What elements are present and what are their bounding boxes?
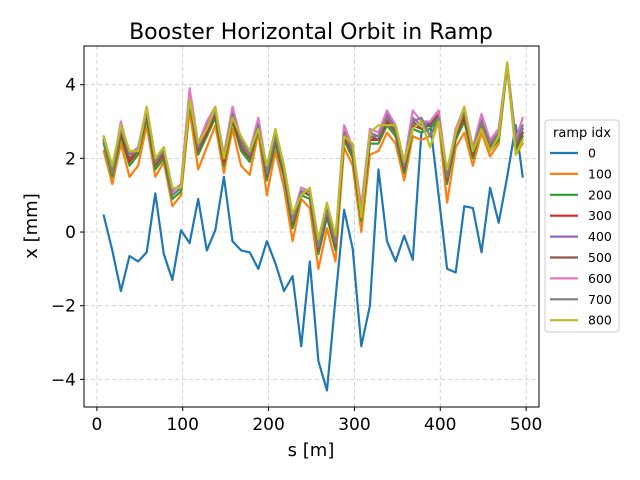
series-line-100 bbox=[102, 65, 524, 270]
legend-label-0: 0 bbox=[588, 146, 596, 161]
legend-label-500: 500 bbox=[588, 250, 612, 265]
y-tick-label: −2 bbox=[51, 297, 76, 317]
legend-label-800: 800 bbox=[588, 313, 612, 328]
series-line-800 bbox=[102, 61, 524, 241]
y-axis-label: x [mm] bbox=[21, 193, 42, 259]
legend-title: ramp idx bbox=[553, 126, 611, 141]
legend-label-300: 300 bbox=[588, 208, 612, 223]
series-line-0 bbox=[102, 120, 524, 392]
y-tick-label: 4 bbox=[65, 76, 76, 96]
legend: ramp idx 0 100 200 300 400 500 600 700 800 bbox=[544, 119, 620, 333]
legend-label-600: 600 bbox=[588, 271, 612, 286]
x-tick-label: 200 bbox=[252, 415, 284, 435]
x-tick-label: 300 bbox=[338, 415, 370, 435]
x-tick-label: 0 bbox=[91, 415, 102, 435]
legend-label-100: 100 bbox=[588, 166, 612, 181]
series-lines bbox=[102, 61, 524, 392]
x-axis-label: s [m] bbox=[288, 440, 335, 461]
legend-label-200: 200 bbox=[588, 187, 612, 202]
axes: 0 100 200 300 400 500 −4 −2 0 2 4 bbox=[51, 76, 542, 435]
y-tick-label: −4 bbox=[51, 370, 76, 390]
y-tick-label: 0 bbox=[65, 223, 76, 243]
x-tick-label: 100 bbox=[166, 415, 198, 435]
chart-title: Booster Horizontal Orbit in Ramp bbox=[129, 20, 493, 45]
legend-label-700: 700 bbox=[588, 292, 612, 307]
x-tick-label: 500 bbox=[510, 415, 542, 435]
legend-label-400: 400 bbox=[588, 229, 612, 244]
x-tick-label: 400 bbox=[424, 415, 456, 435]
grid bbox=[84, 46, 539, 407]
y-tick-label: 2 bbox=[65, 149, 76, 169]
plot-frame bbox=[83, 45, 540, 408]
